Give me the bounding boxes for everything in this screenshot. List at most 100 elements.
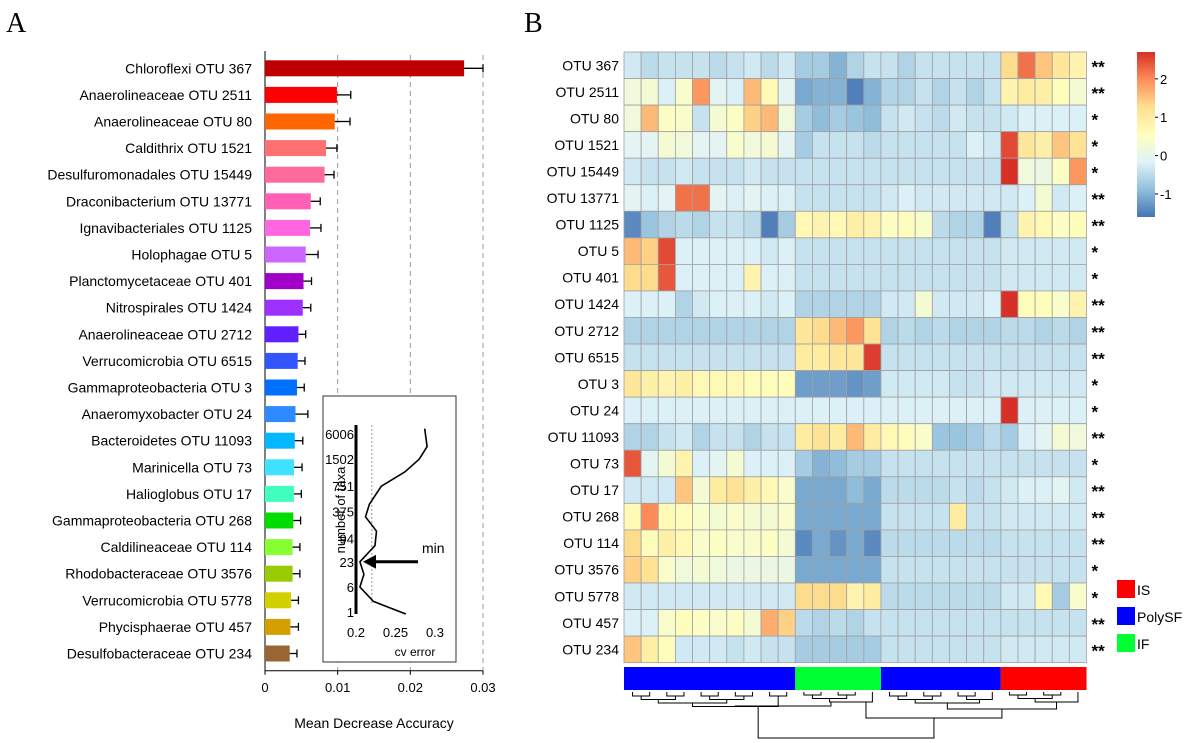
heatmap-cell	[931, 476, 950, 504]
heatmap-cell	[777, 131, 796, 159]
heatmap-cell	[794, 529, 813, 557]
bar	[265, 406, 296, 423]
bar	[265, 299, 303, 316]
heatmap-cell	[743, 476, 762, 504]
dendrogram-link	[837, 692, 856, 696]
heatmap-cell	[640, 343, 659, 371]
heatmap-cell	[829, 343, 848, 371]
bar	[265, 166, 325, 183]
heatmap-cell	[846, 582, 865, 610]
heatmap-cell	[794, 502, 813, 531]
heatmap-cell	[812, 131, 830, 159]
heatmap-cell	[692, 449, 711, 478]
heatmap-cell	[726, 370, 745, 398]
bar-category-label: Rhodobacteraceae OTU 3576	[65, 566, 252, 582]
heatmap-cell	[794, 396, 813, 425]
heatmap-cell	[726, 529, 745, 557]
heatmap-cell	[1034, 423, 1053, 451]
heatmap-row-label: OTU 1521	[554, 137, 619, 153]
heatmap-cell	[743, 290, 762, 318]
heatmap-cell	[640, 157, 659, 186]
heatmap-cell	[640, 370, 659, 398]
heatmap-cell	[760, 502, 779, 531]
heatmap-cell	[983, 51, 1002, 79]
heatmap-cell	[760, 184, 779, 212]
dendrogram-link	[1008, 692, 1028, 696]
heatmap-row-label: OTU 80	[570, 110, 619, 126]
heatmap-cell	[623, 184, 642, 212]
heatmap-cell	[914, 449, 933, 478]
heatmap-cell	[760, 78, 779, 106]
heatmap-cell	[1051, 184, 1070, 212]
heatmap-cell	[846, 290, 865, 318]
heatmap-cell	[846, 476, 865, 504]
heatmap-cell	[966, 343, 985, 371]
heatmap-cell	[640, 290, 659, 318]
inset-y-tick-label: 6	[347, 580, 354, 595]
heatmap-cell	[863, 131, 882, 159]
heatmap-cell	[640, 210, 659, 239]
heatmap-cell	[829, 449, 848, 478]
heatmap-cell	[1068, 78, 1087, 106]
heatmap-cell	[760, 609, 779, 637]
heatmap-cell	[623, 78, 642, 106]
heatmap-cell	[1017, 237, 1036, 265]
heatmap-cell	[1051, 556, 1070, 584]
heatmap-cell	[709, 237, 728, 265]
dendrogram-link	[734, 692, 753, 697]
heatmap-cell	[949, 609, 967, 637]
heatmap-cell	[760, 396, 779, 425]
bar-category-label: Gammaproteobacteria OTU 268	[52, 513, 252, 529]
heatmap-cell	[657, 317, 676, 345]
heatmap-cell	[897, 396, 916, 425]
heatmap-cell	[880, 423, 899, 451]
heatmap-cell	[760, 317, 779, 345]
heatmap-cell	[743, 157, 762, 186]
heatmap-cell	[743, 370, 762, 398]
heatmap-cell	[760, 104, 779, 133]
heatmap-cell	[880, 449, 899, 478]
dendrogram-link	[1017, 695, 1053, 699]
heatmap-cell	[709, 184, 728, 212]
heatmap-cell	[863, 423, 882, 451]
heatmap-cell	[846, 449, 865, 478]
heatmap-cell	[726, 131, 745, 159]
heatmap-cell	[966, 51, 985, 79]
heatmap-cell	[829, 317, 848, 345]
heatmap-cell	[812, 210, 830, 239]
heatmap-cell	[674, 51, 693, 79]
bar	[265, 512, 294, 529]
heatmap-cell	[623, 529, 642, 557]
heatmap-cell	[777, 449, 796, 478]
heatmap-cell	[709, 582, 728, 610]
heatmap-cell	[709, 476, 728, 504]
heatmap-cell	[692, 131, 711, 159]
heatmap-cell	[674, 237, 693, 265]
bar-category-label: Holophagae OTU 5	[131, 247, 252, 263]
heatmap-cell	[760, 556, 779, 584]
heatmap-cell	[777, 529, 796, 557]
heatmap-cell	[709, 370, 728, 398]
heatmap-cell	[1068, 104, 1087, 133]
heatmap-cell	[1017, 157, 1036, 186]
heatmap-cell	[880, 237, 899, 265]
heatmap-cell	[1068, 370, 1087, 398]
inset-cv-line	[359, 428, 428, 615]
heatmap-cell	[949, 449, 967, 478]
heatmap-cell	[743, 51, 762, 79]
heatmap-cell	[760, 370, 779, 398]
dendrogram-link	[803, 692, 822, 696]
heatmap-cell	[640, 556, 659, 584]
x-tick-label: 0	[261, 680, 268, 695]
heatmap-cell	[760, 131, 779, 159]
heatmap-cell	[640, 78, 659, 106]
heatmap-cell	[1068, 529, 1087, 557]
heatmap-cell	[692, 396, 711, 425]
heatmap-cell	[983, 635, 1002, 664]
heatmap-cell	[863, 370, 882, 398]
heatmap-cell	[743, 502, 762, 531]
heatmap-cell	[777, 210, 796, 239]
heatmap-cell	[623, 317, 642, 345]
heatmap-cell	[1034, 502, 1053, 531]
